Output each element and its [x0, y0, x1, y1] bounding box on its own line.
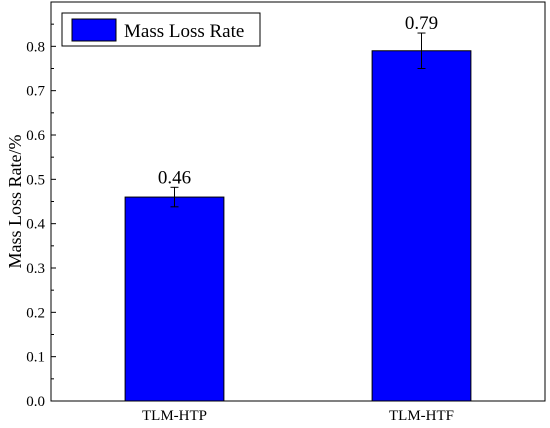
y-tick-label: 0.2	[26, 305, 45, 321]
legend-swatch	[71, 18, 117, 42]
y-tick-label: 0.7	[26, 84, 45, 100]
y-tick-label: 0.4	[26, 217, 45, 233]
y-tick-label: 0.5	[26, 172, 45, 188]
data-label: 0.46	[158, 167, 191, 188]
bar-tlm-htf	[371, 50, 472, 402]
data-label: 0.79	[405, 13, 438, 34]
legend-label: Mass Loss Rate	[124, 21, 244, 42]
legend: Mass Loss Rate	[61, 12, 261, 47]
bars: 0.46 0.79	[124, 13, 472, 402]
y-tick-label: 0.1	[26, 350, 45, 366]
y-tick-label: 0.3	[26, 261, 45, 277]
axis-ticks: 0.0 0.1 0.2 0.3 0.4 0.5 0.6 0.7 0.8 TLM-HTP TLM-HT…	[26, 23, 454, 424]
x-tick-label: TLM-HTF	[389, 408, 454, 424]
x-tick-label: TLM-HTP	[142, 408, 207, 424]
y-axis-title: Mass Loss Rate/%	[5, 135, 25, 269]
y-tick-label: 0.0	[26, 394, 45, 410]
y-tick-label: 0.6	[26, 128, 45, 144]
y-tick-label: 0.8	[26, 39, 45, 55]
bar-tlm-htp	[124, 196, 225, 402]
